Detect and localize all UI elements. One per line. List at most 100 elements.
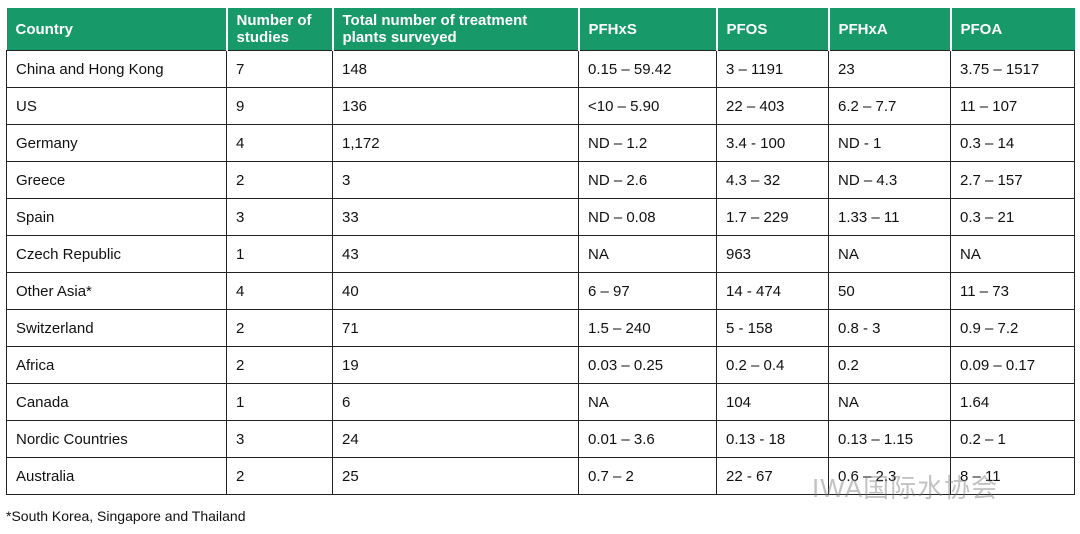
table-cell: 0.7 – 2 [578, 457, 717, 495]
table-cell: 11 – 73 [950, 272, 1075, 310]
header-cell: Country [6, 8, 227, 51]
table-row: Greece 2 3 ND – 2.6 4.3 – 32 ND – 4.3 2.7 – 15… [6, 161, 1075, 199]
table-cell: 1 [226, 235, 333, 273]
table-cell: 0.8 - 3 [828, 309, 951, 347]
table-cell: 136 [332, 87, 579, 125]
table-cell: 3.75 – 1517 [950, 50, 1075, 88]
table-cell: 11 – 107 [950, 87, 1075, 125]
table-row: Other Asia* 4 40 6 – 97 14 - 474 50 11 – 73 [6, 272, 1075, 310]
table-cell: Germany [6, 124, 227, 162]
table-cell: 1.5 – 240 [578, 309, 717, 347]
table-row: China and Hong Kong 7 148 0.15 – 59.42 3 – 1… [6, 50, 1075, 88]
table-row: US 9 136 <10 – 5.90 22 – 403 6.2 – 7.7 11 – 10… [6, 87, 1075, 125]
table-cell: 6.2 – 7.7 [828, 87, 951, 125]
table-cell: 963 [716, 235, 829, 273]
table-row: Switzerland 2 71 1.5 – 240 5 - 158 0.8 - 3 0.9… [6, 309, 1075, 347]
table-body: China and Hong Kong 7 148 0.15 – 59.42 3 – 1… [6, 50, 1075, 495]
table-cell: 1.33 – 11 [828, 198, 951, 236]
table-cell: 22 - 67 [716, 457, 829, 495]
table-row: Nordic Countries 3 24 0.01 – 3.6 0.13 - 18 0.… [6, 420, 1075, 458]
table-cell: 71 [332, 309, 579, 347]
header-cell: PFHxS [577, 8, 717, 51]
watermark: IWA国际水协会 [812, 473, 999, 503]
table-cell: 2 [226, 346, 333, 384]
table-cell: Czech Republic [6, 235, 227, 273]
header-cell: Number of studies [225, 8, 333, 51]
table-cell: 25 [332, 457, 579, 495]
table-cell: 0.03 – 0.25 [578, 346, 717, 384]
table-cell: Australia [6, 457, 227, 495]
table-cell: 1.7 – 229 [716, 198, 829, 236]
table-cell: 4 [226, 272, 333, 310]
table-cell: 4.3 – 32 [716, 161, 829, 199]
table-cell: ND – 1.2 [578, 124, 717, 162]
table-cell: 7 [226, 50, 333, 88]
table-cell: 24 [332, 420, 579, 458]
table-cell: 8 – 11 [950, 457, 1075, 495]
table-cell: 5 - 158 [716, 309, 829, 347]
table-row: Africa 2 19 0.03 – 0.25 0.2 – 0.4 0.2 0.09 – 0… [6, 346, 1075, 384]
table-cell: 0.01 – 3.6 [578, 420, 717, 458]
table-cell: Switzerland [6, 309, 227, 347]
table-row: Czech Republic 1 43 NA 963 NA NA [6, 235, 1075, 273]
table-cell: 1 [226, 383, 333, 421]
table-cell: ND – 4.3 [828, 161, 951, 199]
table-cell: 3.4 - 100 [716, 124, 829, 162]
table-cell: 6 – 97 [578, 272, 717, 310]
table-cell: Canada [6, 383, 227, 421]
table-cell: 2 [226, 309, 333, 347]
table-cell: 6 [332, 383, 579, 421]
table-cell: 14 - 474 [716, 272, 829, 310]
table-cell: 0.3 – 14 [950, 124, 1075, 162]
header-cell: Total number of treatment plants surveye… [331, 8, 579, 51]
table-cell: NA [950, 235, 1075, 273]
table-cell: 0.13 - 18 [716, 420, 829, 458]
table-cell: NA [578, 383, 717, 421]
table-cell: 0.9 – 7.2 [950, 309, 1075, 347]
header-cell: PFOA [949, 8, 1075, 51]
table-cell: 22 – 403 [716, 87, 829, 125]
table-cell: 0.13 – 1.15 [828, 420, 951, 458]
table-cell: 2 [226, 457, 333, 495]
table-cell: 43 [332, 235, 579, 273]
table-cell: Greece [6, 161, 227, 199]
table-cell: US [6, 87, 227, 125]
table-cell: 4 [226, 124, 333, 162]
table-cell: 0.15 – 59.42 [578, 50, 717, 88]
table-cell: ND – 0.08 [578, 198, 717, 236]
table-cell: 3 – 1191 [716, 50, 829, 88]
table-row: Canada 1 6 NA 104 NA 1.64 [6, 383, 1075, 421]
table-row: Spain 3 33 ND – 0.08 1.7 – 229 1.33 – 11 0.3 –… [6, 198, 1075, 236]
table-cell: Other Asia* [6, 272, 227, 310]
table-cell: 23 [828, 50, 951, 88]
table-cell: Spain [6, 198, 227, 236]
table-cell: NA [828, 383, 951, 421]
table-cell: ND - 1 [828, 124, 951, 162]
table-cell: NA [578, 235, 717, 273]
table-cell: 2 [226, 161, 333, 199]
table-cell: Nordic Countries [6, 420, 227, 458]
table-cell: 0.2 [828, 346, 951, 384]
table-cell: 148 [332, 50, 579, 88]
header-cell: PFOS [715, 8, 829, 51]
table-cell: 0.3 – 21 [950, 198, 1075, 236]
table-cell: 50 [828, 272, 951, 310]
table-cell: 0.2 – 0.4 [716, 346, 829, 384]
table-row: Australia 2 25 0.7 – 2 22 - 67 0.6 – 2.3 8 – 1… [6, 457, 1075, 495]
table-cell: 0.2 – 1 [950, 420, 1075, 458]
table-cell: China and Hong Kong [6, 50, 227, 88]
table-cell: 40 [332, 272, 579, 310]
table-cell: 19 [332, 346, 579, 384]
table-cell: Africa [6, 346, 227, 384]
table-row: Germany 4 1,172 ND – 1.2 3.4 - 100 ND - 1 0.3 … [6, 124, 1075, 162]
table-cell: 1,172 [332, 124, 579, 162]
table-cell: 3 [226, 420, 333, 458]
header-cell: PFHxA [827, 8, 951, 51]
table-cell: 3 [226, 198, 333, 236]
table-cell: 1.64 [950, 383, 1075, 421]
table-cell: 9 [226, 87, 333, 125]
table-cell: ND – 2.6 [578, 161, 717, 199]
table-cell: 33 [332, 198, 579, 236]
header-row: Country Number of studies Total number of … [6, 8, 1075, 51]
